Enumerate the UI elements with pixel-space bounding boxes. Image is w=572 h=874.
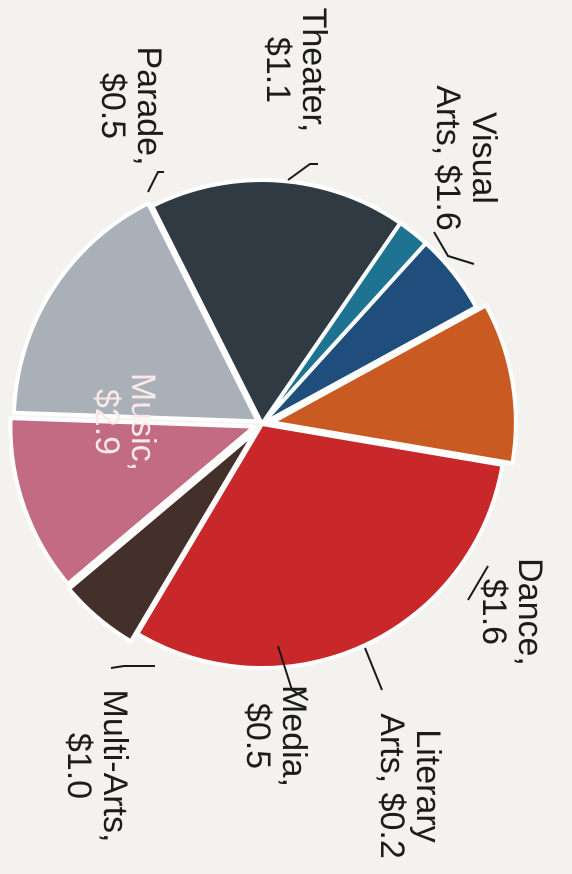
- slice-music: [135, 422, 505, 670]
- label-theater: Theater, $1.1: [259, 7, 333, 133]
- label-multi-arts: Multi-Arts, $1.0: [60, 689, 134, 843]
- slice-visual-arts: [11, 201, 260, 424]
- label-media: Media, $0.5: [239, 684, 313, 788]
- slice-dance: [150, 178, 403, 426]
- label-literary-arts: Literary Arts, $0.2: [373, 713, 447, 859]
- slice-theater: [8, 416, 257, 586]
- leader-line: [277, 645, 309, 701]
- leader-line: [364, 647, 383, 691]
- leader-line: [433, 231, 475, 265]
- label-visual-arts: Visual Arts, $1.6: [429, 85, 503, 231]
- label-parade: Parade, $0.5: [94, 46, 168, 166]
- label-music: Music, $2.9: [88, 372, 162, 472]
- leader-line: [467, 565, 489, 601]
- leader-line: [147, 171, 164, 193]
- slice-media: [260, 241, 479, 426]
- leader-line: [110, 665, 155, 669]
- slice-parade: [66, 429, 258, 644]
- label-dance: Dance, $1.6: [475, 558, 549, 666]
- slice-multi-arts: [269, 303, 518, 466]
- leader-line: [287, 163, 318, 181]
